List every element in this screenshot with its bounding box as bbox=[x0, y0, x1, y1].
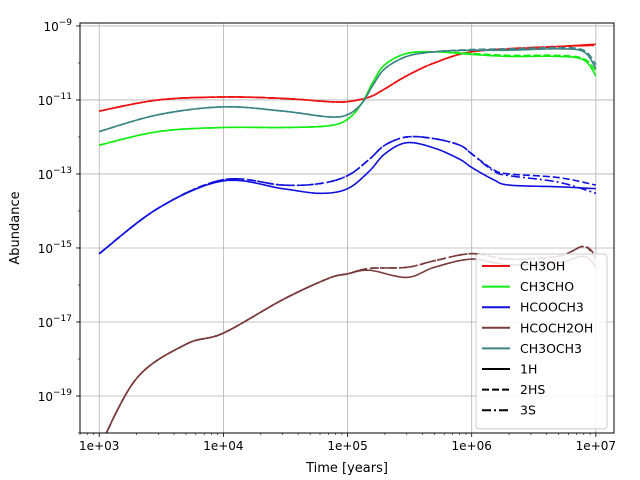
y-tick-base: 10 bbox=[38, 390, 53, 404]
legend: CH3OH CH3CHO HCOOCH3 HCOCH2OH CH3OCH3 1H 2HS 3S bbox=[475, 253, 608, 430]
y-tick-label: 10−15 bbox=[38, 240, 72, 256]
y-tick-base: 10 bbox=[38, 94, 53, 108]
series-ch3och3-2hs bbox=[99, 46, 597, 133]
y-tick-base: 10 bbox=[38, 316, 53, 330]
legend-item: HCOCH2OH bbox=[482, 320, 593, 335]
y-tick-exponent: −13 bbox=[53, 166, 72, 176]
legend-label: 2HS bbox=[520, 382, 545, 397]
legend-item: 1H bbox=[482, 362, 537, 377]
x-tick-label: 1e+04 bbox=[203, 439, 243, 453]
y-tick-exponent: −11 bbox=[53, 92, 72, 102]
legend-label: CH3CHO bbox=[520, 279, 574, 294]
y-tick-exponent: −9 bbox=[59, 18, 73, 28]
y-tick-base: 10 bbox=[38, 242, 53, 256]
x-axis: 1e+03 1e+04 1e+05 1e+06 1e+07 bbox=[79, 433, 616, 453]
x-tick-label: 1e+07 bbox=[576, 439, 616, 453]
legend-label: CH3OH bbox=[520, 259, 565, 274]
y-tick-label: 10−11 bbox=[38, 92, 72, 108]
grid bbox=[80, 23, 614, 433]
legend-label: HCOCH2OH bbox=[520, 320, 593, 335]
x-tick-label: 1e+03 bbox=[79, 439, 119, 453]
x-axis-label: Time [years] bbox=[305, 461, 388, 476]
y-tick-exponent: −17 bbox=[53, 314, 72, 324]
y-tick-label: 10−17 bbox=[38, 314, 72, 330]
legend-label: 3S bbox=[520, 403, 536, 418]
y-tick-label: 10−13 bbox=[38, 166, 72, 182]
legend-item: 3S bbox=[482, 403, 536, 418]
x-tick-label: 1e+06 bbox=[452, 439, 492, 453]
legend-item: CH3OH bbox=[482, 259, 565, 274]
y-tick-exponent: −15 bbox=[53, 240, 72, 250]
y-tick-base: 10 bbox=[38, 168, 53, 182]
series-hcooch3-3s bbox=[98, 135, 597, 255]
y-tick-base: 10 bbox=[43, 20, 58, 34]
y-tick-label: 10−9 bbox=[43, 18, 72, 34]
x-tick-label: 1e+05 bbox=[327, 439, 367, 453]
y-axis-label: Abundance bbox=[8, 191, 23, 264]
legend-label: 1H bbox=[520, 362, 537, 377]
series-ch3cho-2hs bbox=[99, 50, 597, 146]
y-tick-label: 10−19 bbox=[38, 388, 73, 404]
legend-item: CH3CHO bbox=[482, 279, 574, 294]
series-ch3oh-3s bbox=[99, 44, 596, 112]
plot-frame bbox=[79, 22, 615, 434]
legend-item: CH3OCH3 bbox=[482, 341, 582, 356]
series-hcooch3-1h bbox=[98, 141, 596, 255]
legend-label: HCOOCH3 bbox=[520, 300, 584, 315]
legend-item: HCOOCH3 bbox=[482, 300, 584, 315]
legend-item: 2HS bbox=[482, 382, 545, 397]
y-tick-exponent: −19 bbox=[53, 388, 72, 398]
legend-frame bbox=[475, 253, 608, 430]
legend-label: CH3OCH3 bbox=[520, 341, 582, 356]
